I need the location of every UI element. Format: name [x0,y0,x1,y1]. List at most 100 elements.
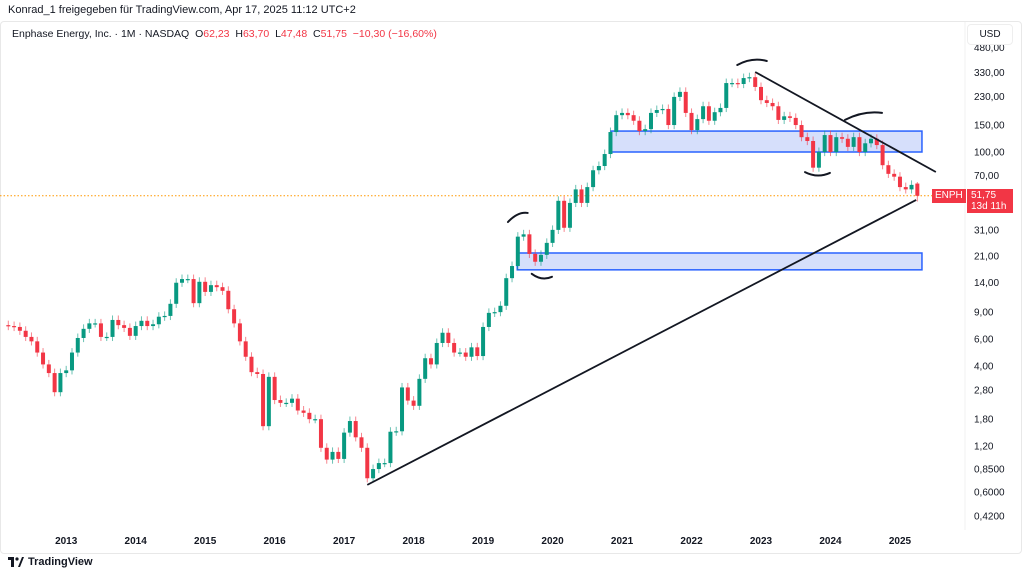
time-tick-label: 2016 [264,536,287,547]
candle [620,108,625,120]
candle-body [162,315,167,318]
candle-body [58,373,63,393]
symbol-legend: Enphase Energy, Inc. · 1M · NASDAQ O62,2… [12,28,437,40]
candle [741,73,746,89]
candle [596,161,601,175]
candle-body [104,336,109,339]
price-tick-label: 70,00 [974,171,999,182]
hand-drawn-arc[interactable] [506,211,529,224]
time-tick-label: 2023 [750,536,773,547]
candle [637,116,642,136]
candle [764,95,769,108]
candle [400,382,405,436]
candle [330,447,335,464]
candle-body [735,83,740,85]
candle-body [388,431,393,464]
candle [538,250,543,266]
candle [98,318,103,342]
candle-body [69,352,74,371]
candle-body [330,451,335,460]
candle-body [816,152,821,168]
candle [156,312,161,329]
falling-resistance-trendline[interactable] [754,71,937,173]
candle-body [544,242,549,255]
candle [237,318,242,346]
time-axis[interactable]: 2013 2014 2015 2016 2017 2018 2019 2020 2021 2022… [55,536,911,547]
candle [382,458,387,468]
candle [672,92,677,130]
candle-body [631,115,636,121]
price-tick-label: 1,20 [974,442,994,453]
candle-body [174,282,179,304]
lower-zone[interactable] [516,252,923,271]
candle-body [909,184,914,190]
candle-body [550,229,555,243]
candle-body [608,132,613,155]
candle-body [764,100,769,103]
candle [388,427,393,468]
time-tick-label: 2013 [55,536,78,547]
candle [226,286,231,314]
candle [915,181,920,202]
price-tick-label: 0,4200 [974,511,1005,522]
footer-brand: TradingView [28,556,93,568]
candle-body [863,143,868,152]
candle [185,274,190,284]
candle-body [759,86,763,101]
candle [718,103,723,117]
drawings-layer [366,58,937,486]
candle [469,342,474,361]
candle-body [857,137,862,152]
candles-layer [6,72,920,483]
tradingview-logo-icon [8,557,24,567]
candle-body [151,324,156,327]
candle [614,110,619,137]
price-tick-label: 230,00 [974,92,1005,103]
symbol-info: Enphase Energy, Inc. · 1M · NASDAQ [12,28,190,40]
candle [909,180,914,194]
candle [359,432,364,452]
candle-body [585,187,590,203]
low-label: L [275,28,281,40]
candle [886,160,891,178]
price-axis[interactable]: 480,00 330,00 230,00 150,00 100,00 70,00 31,00… [974,43,1005,522]
candle [371,464,376,483]
price-tick-label: 330,00 [974,68,1005,79]
price-tick-label: 0,6000 [974,488,1005,499]
candle [133,321,138,340]
candle-body [799,125,804,138]
candle [753,72,758,92]
candle [46,359,51,378]
candle-body [376,463,381,470]
hand-drawn-arc[interactable] [736,58,768,66]
candle-body [782,116,787,120]
candle-body [347,421,352,433]
candle [579,184,584,208]
candle [162,311,167,321]
hand-drawn-arc[interactable] [804,171,831,177]
candle-body [139,320,144,327]
candle-body [52,373,57,393]
candle [550,225,555,247]
high-label: H [235,28,243,40]
candle-body [353,421,358,438]
candle-body [12,326,17,328]
candle-body [683,91,688,113]
candle-body [208,285,213,292]
candle-body [903,187,908,190]
candle-body [64,370,69,374]
rising-support-trendline[interactable] [366,199,917,486]
currency-button[interactable]: USD [967,24,1013,45]
candle [689,108,694,135]
candle [394,426,399,436]
candle [69,348,74,375]
hand-drawn-arc[interactable] [530,272,553,280]
candle-body [127,327,132,336]
time-tick-label: 2019 [472,536,495,547]
hand-drawn-arc[interactable] [843,111,884,121]
candle-body [706,106,711,121]
candle [776,101,781,125]
zones-layer [516,130,923,271]
candle [440,328,445,348]
